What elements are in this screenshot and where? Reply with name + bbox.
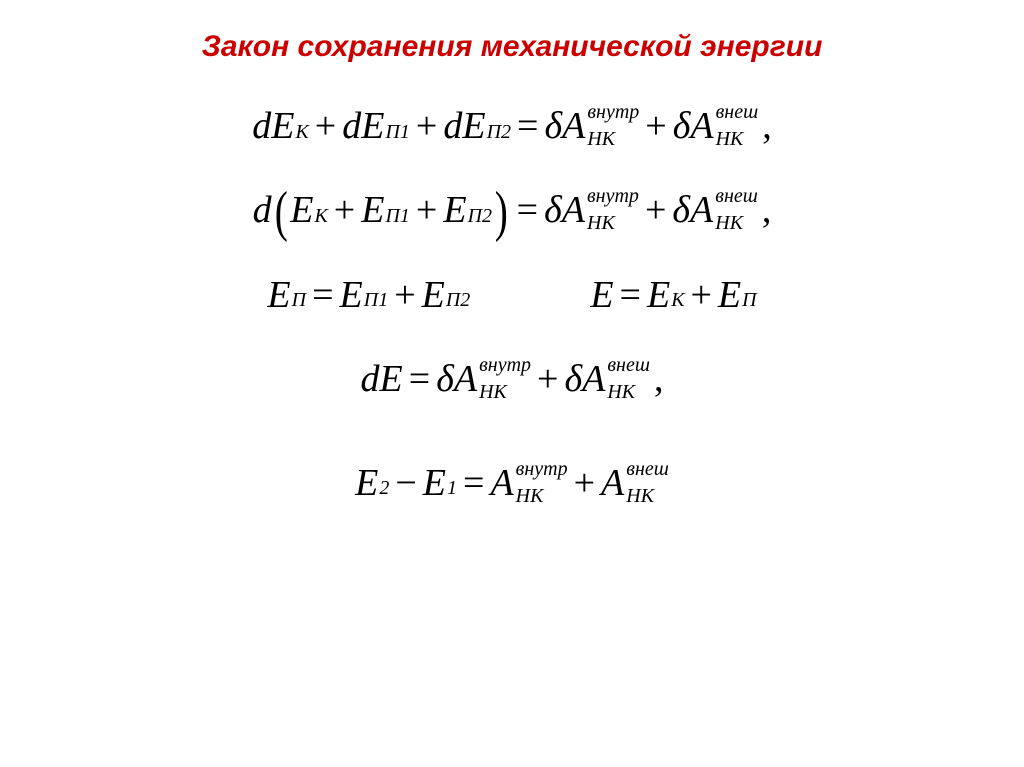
equation-2: d ( EК + EП1 + EП2 ) = δАвнутрНК + δАвне… <box>253 188 772 233</box>
equation-3a: EП = EП1 + EП2 <box>267 273 470 317</box>
lparen-icon: ( <box>274 190 287 235</box>
slide: Закон сохранения механической энергии dE… <box>0 0 1024 767</box>
equation-4: dE = δАвнутрНК + δАвнешНК , <box>361 357 664 401</box>
equation-1: dEК + dEП1 + dEП2 = δАвнутрНК + δАвнешНК… <box>252 104 771 148</box>
equation-3-row: EП = EП1 + EП2 E = EК + EП <box>267 273 756 317</box>
equations-block: dEК + dEП1 + dEП2 = δАвнутрНК + δАвнешНК… <box>0 104 1024 505</box>
equation-5: E2 − E1 = АвнутрНК + АвнешНК <box>355 461 669 505</box>
slide-title: Закон сохранения механической энергии <box>0 30 1024 64</box>
equation-3b: E = EК + EП <box>590 273 756 317</box>
rparen-icon: ) <box>495 190 508 235</box>
